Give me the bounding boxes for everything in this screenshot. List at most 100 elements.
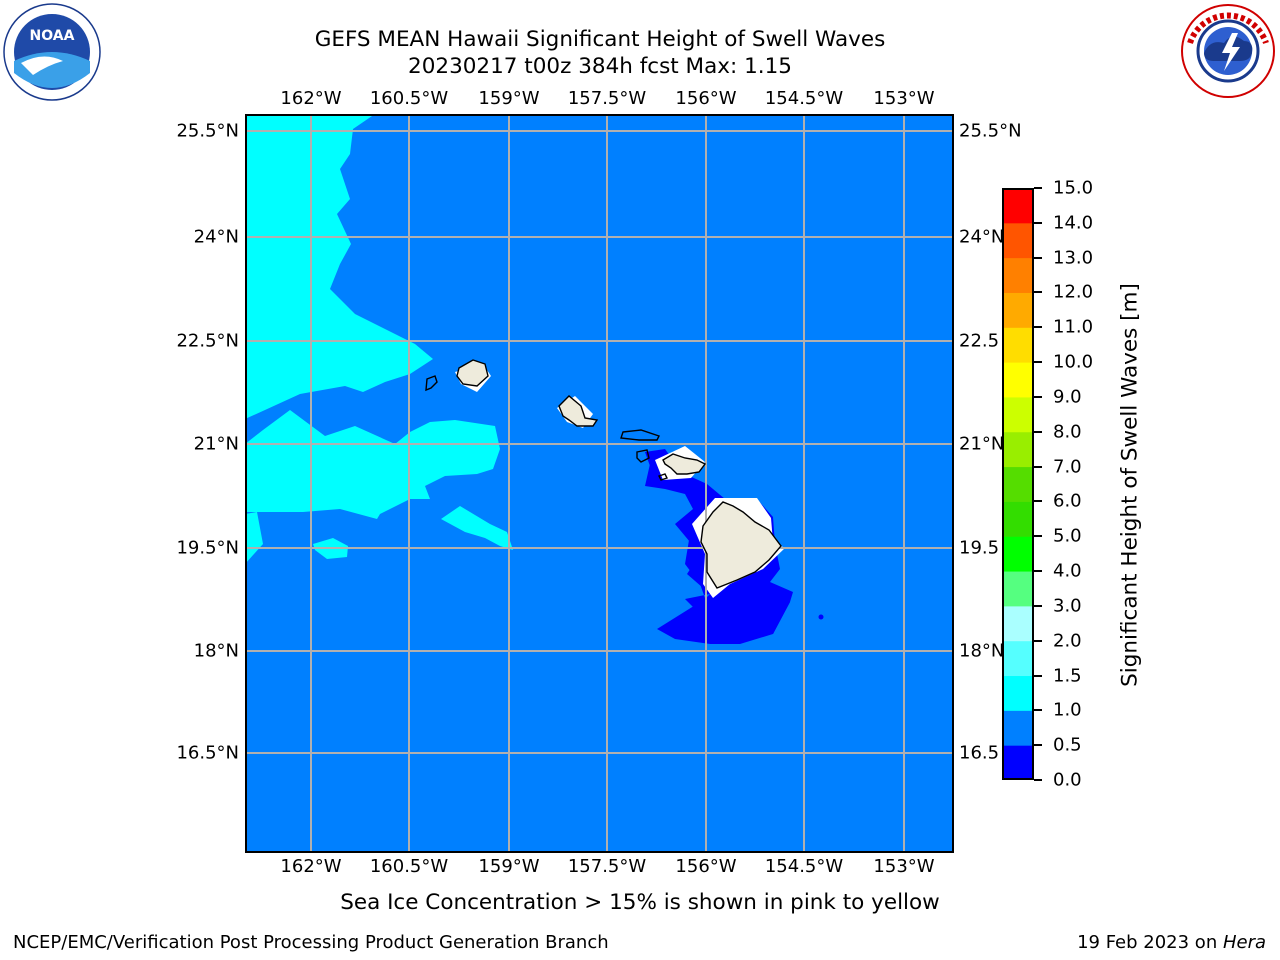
island-kahoolawe (658, 473, 668, 481)
lat-tick-right: 16.5 (959, 742, 1000, 764)
colorbar-segment (1002, 745, 1034, 780)
island-lanai (636, 449, 650, 463)
colorbar (1002, 188, 1034, 780)
nws-logo (1180, 3, 1276, 99)
colorbar-tick-mark (1034, 361, 1042, 364)
colorbar-tick-label: 0.5 (1053, 734, 1082, 756)
colorbar-segment (1002, 327, 1034, 363)
colorbar-tick-label: 4.0 (1053, 560, 1082, 582)
colorbar-tick-label: 10.0 (1053, 351, 1094, 373)
lon-tick-bottom: 156°W (675, 856, 737, 877)
colorbar-segment (1002, 396, 1034, 433)
footer-date: 19 Feb 2023 on Hera (1077, 932, 1266, 953)
lat-tick-left: 19.5°N (176, 537, 239, 559)
colorbar-tick-label: 9.0 (1053, 386, 1082, 408)
colorbar-tick-mark (1034, 604, 1042, 607)
footer-date-text: 19 Feb 2023 on (1077, 932, 1223, 953)
colorbar-tick-mark (1034, 465, 1042, 468)
colorbar-tick-mark (1034, 221, 1042, 224)
lat-tick-left: 21°N (193, 433, 239, 455)
colorbar-label: Significant Height of Swell Waves [m] (1117, 283, 1143, 687)
colorbar-tick-label: 14.0 (1053, 212, 1094, 234)
colorbar-segment (1002, 710, 1034, 746)
lon-tick-top: 153°W (873, 88, 935, 109)
swell-cyan-northwest (245, 114, 433, 419)
lon-tick-top: 160.5°W (369, 88, 449, 109)
lat-tick-left: 22.5°N (176, 330, 239, 352)
island-niihau (425, 375, 438, 392)
island-molokai (620, 429, 660, 441)
colorbar-segment (1002, 362, 1034, 398)
colorbar-segment (1002, 466, 1034, 502)
island-hawaii (700, 501, 782, 589)
lon-tick-bottom: 160.5°W (369, 856, 449, 877)
colorbar-segment (1002, 675, 1034, 711)
colorbar-tick-label: 0.0 (1053, 769, 1082, 791)
island-maui (662, 453, 707, 475)
colorbar-tick-label: 2.0 (1053, 630, 1082, 652)
colorbar-tick-label: 7.0 (1053, 456, 1082, 478)
lon-tick-top: 162°W (280, 88, 342, 109)
colorbar-segment (1002, 188, 1034, 224)
map-panel[interactable] (245, 114, 954, 853)
lat-tick-right: 19.5 (959, 537, 1000, 559)
lon-tick-top: 154.5°W (764, 88, 844, 109)
colorbar-tick-label: 6.0 (1053, 490, 1082, 512)
colorbar-tick-mark (1034, 187, 1042, 189)
lat-tick-right: 21°N (959, 433, 1005, 455)
colorbar-tick-mark (1034, 674, 1042, 677)
chart-subtitle: 20230217 t00z 384h fcst Max: 1.15 (408, 54, 792, 79)
island-kauai (456, 359, 489, 387)
colorbar-segment (1002, 640, 1034, 677)
footer-host: Hera (1222, 932, 1266, 953)
colorbar-border (1002, 188, 1034, 780)
lat-tick-right: 18°N (959, 640, 1005, 662)
sea-ice-caption: Sea Ice Concentration > 15% is shown in … (340, 890, 940, 915)
colorbar-tick-mark (1034, 395, 1042, 398)
lon-tick-bottom: 162°W (280, 856, 342, 877)
map-grid (245, 114, 954, 853)
colorbar-tick-mark (1034, 326, 1042, 329)
lon-tick-bottom: 157.5°W (567, 856, 647, 877)
colorbar-segment (1002, 292, 1034, 328)
colorbar-tick-label: 3.0 (1053, 595, 1082, 617)
noaa-logo: NOAA (3, 3, 101, 101)
colorbar-segment (1002, 571, 1034, 607)
colorbar-tick-mark (1034, 744, 1042, 747)
lon-tick-top: 156°W (675, 88, 737, 109)
lon-tick-top: 157.5°W (567, 88, 647, 109)
colorbar-tick-label: 11.0 (1053, 316, 1094, 338)
lat-tick-left: 24°N (193, 226, 239, 248)
colorbar-segment (1002, 605, 1034, 642)
lat-tick-right: 22.5 (959, 330, 1000, 352)
lon-tick-bottom: 153°W (873, 856, 935, 877)
footer-credit: NCEP/EMC/Verification Post Processing Pr… (13, 932, 609, 953)
swell-cyan-west-lobe (245, 512, 263, 564)
colorbar-tick-label: 12.0 (1053, 281, 1094, 303)
colorbar-tick-mark (1034, 500, 1042, 503)
colorbar-tick-mark (1034, 779, 1042, 781)
colorbar-tick-label: 15.0 (1053, 177, 1094, 199)
swell-blue-dot (818, 614, 824, 620)
map-border (245, 114, 954, 853)
colorbar-tick-mark (1034, 430, 1042, 433)
colorbar-tick-mark (1034, 535, 1042, 538)
island-oahu (558, 395, 599, 427)
lon-tick-bottom: 154.5°W (764, 856, 844, 877)
lat-tick-left: 16.5°N (176, 742, 239, 764)
colorbar-tick-mark (1034, 639, 1042, 642)
colorbar-segment (1002, 501, 1034, 537)
colorbar-segment (1002, 536, 1034, 572)
colorbar-tick-label: 5.0 (1053, 525, 1082, 547)
colorbar-tick-mark (1034, 709, 1042, 712)
colorbar-tick-label: 1.0 (1053, 699, 1082, 721)
lon-tick-top: 159°W (478, 88, 540, 109)
lat-tick-right: 25.5°N (959, 120, 1022, 142)
colorbar-segment (1002, 431, 1034, 468)
swell-cyan-south-patch (441, 506, 513, 550)
chart-title: GEFS MEAN Hawaii Significant Height of S… (314, 27, 886, 52)
swell-cyan-west-band (245, 410, 500, 519)
colorbar-tick-label: 13.0 (1053, 247, 1094, 269)
colorbar-tick-mark (1034, 256, 1042, 259)
colorbar-tick-label: 8.0 (1053, 421, 1082, 443)
